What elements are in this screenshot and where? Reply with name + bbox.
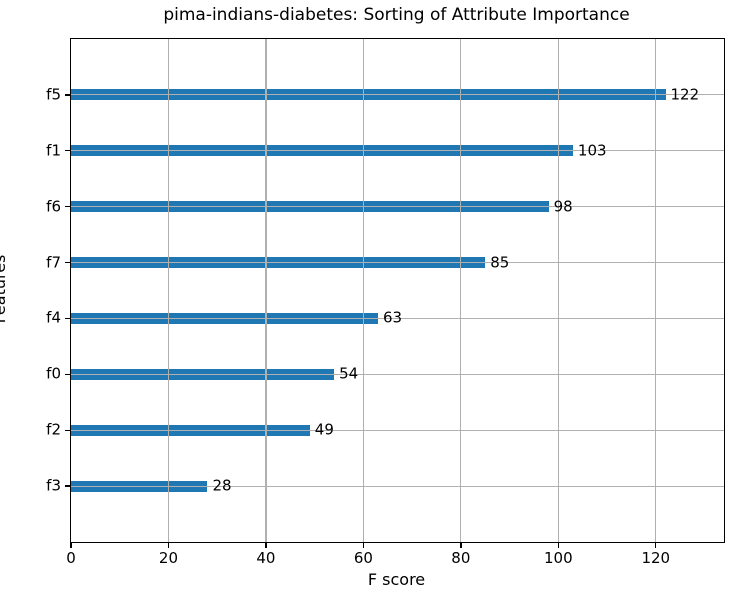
y-tick-mark [64, 94, 70, 96]
plot-area: 122 103 98 85 63 54 49 28 f5 f1 f6 f7 f4 f0 f2 f3 0 20 40 6… [46, 38, 725, 566]
gridline-horizontal [71, 373, 724, 375]
x-tick-mark [362, 543, 365, 549]
gridline-vertical [655, 39, 657, 542]
x-tick-mark [70, 543, 72, 549]
y-tick-label: f2 [46, 420, 61, 439]
bar-value-label: 49 [314, 420, 334, 439]
gridline-vertical [362, 39, 364, 542]
y-tick-mark [64, 485, 70, 487]
bar-value-label: 85 [490, 253, 510, 272]
y-tick-label: f5 [46, 85, 61, 104]
y-tick-mark [64, 205, 70, 208]
x-axis-label: F score [367, 570, 426, 589]
gridline-horizontal [71, 206, 724, 208]
x-tick-label: 20 [158, 549, 178, 567]
y-tick-label: f7 [46, 253, 61, 272]
y-tick-label: f1 [46, 141, 61, 160]
x-tick-mark [265, 543, 267, 549]
gridline-horizontal [71, 485, 724, 487]
bar-value-label: 122 [670, 85, 700, 104]
gridline-vertical [460, 39, 462, 542]
gridline-vertical [557, 39, 559, 542]
gridline-horizontal [71, 261, 724, 264]
x-tick-mark [655, 543, 657, 549]
gridline-horizontal [71, 317, 724, 320]
x-tick-mark [557, 543, 559, 549]
x-tick-label: 0 [66, 549, 76, 567]
x-tick-mark [460, 543, 462, 549]
bar-value-label: 63 [383, 308, 403, 327]
gridline-vertical [167, 39, 170, 542]
y-tick-label: f0 [46, 364, 61, 383]
bar-value-label: 54 [339, 364, 359, 383]
x-tick-label: 100 [543, 549, 573, 567]
chart-title: pima-indians-diabetes: Sorting of Attrib… [163, 5, 630, 25]
y-tick-mark [64, 317, 70, 320]
bar-value-label: 103 [577, 141, 607, 160]
gridline-vertical [265, 39, 267, 542]
x-tick-mark [167, 543, 170, 549]
y-tick-label: f6 [46, 197, 61, 216]
y-tick-mark [64, 373, 70, 376]
x-tick-label: 40 [256, 549, 276, 567]
y-tick-label: f3 [46, 476, 61, 495]
x-tick-label: 60 [353, 549, 373, 567]
bar-value-label: 98 [553, 197, 573, 216]
gridline-horizontal [71, 94, 724, 96]
y-tick-label: f4 [46, 308, 61, 327]
gridline-horizontal [71, 150, 724, 152]
y-tick-mark [64, 150, 70, 152]
x-tick-label: 80 [451, 549, 471, 567]
y-tick-mark [64, 261, 70, 264]
x-tick-label: 120 [641, 549, 671, 567]
bar-value-label: 28 [212, 476, 232, 495]
y-tick-mark [64, 429, 70, 431]
gridline-horizontal [71, 429, 724, 431]
